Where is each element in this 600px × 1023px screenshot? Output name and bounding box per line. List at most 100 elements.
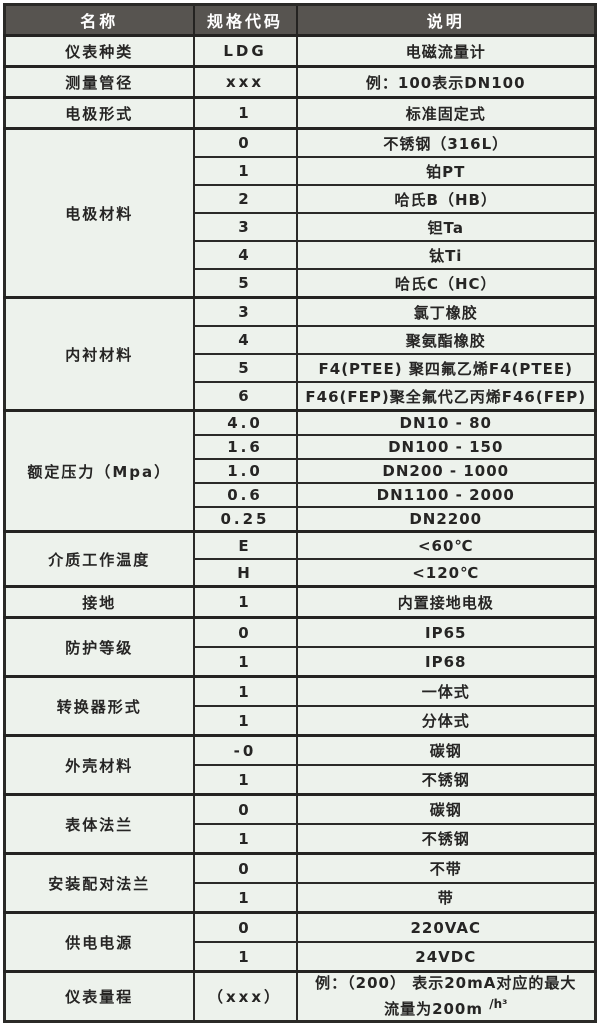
desc-cell: F46(FEP)聚全氟代乙丙烯F46(FEP) (295, 381, 597, 412)
desc-cell: F4(PTEE) 聚四氟乙烯F4(PTEE) (295, 353, 597, 383)
table-row: H <120℃ (5, 558, 597, 588)
table-row: 防护等级 0 IP65 (3, 616, 597, 678)
desc-cell: 一体式 (295, 675, 597, 707)
desc-cell: 不锈钢（316L） (295, 127, 597, 158)
desc-line2-main: 流量为200m (384, 1000, 484, 1018)
desc-cell: 不锈钢 (295, 764, 597, 796)
table-row: 0.6 DN1100 - 2000 (5, 482, 597, 508)
name-cell: 额定压力（Mpa） (3, 409, 195, 533)
code-cell: 3 (192, 296, 298, 327)
desc-cell: DN2200 (295, 506, 597, 533)
code-cell: -0 (192, 734, 298, 766)
table-row: 转换器形式 1 一体式 (3, 675, 597, 737)
code-cell: 0.6 (192, 482, 298, 508)
desc-cell: 例：100表示DN100 (295, 65, 597, 99)
code-cell: 6 (192, 381, 298, 412)
code-cell: 5 (192, 268, 298, 299)
desc-cell: 24VDC (295, 941, 597, 973)
code-cell: 1 (192, 156, 298, 186)
desc-cell: 碳钢 (295, 734, 597, 766)
code-cell: 1 (192, 96, 298, 130)
desc-cell: DN10 - 80 (295, 409, 597, 436)
name-cell: 仪表量程 (3, 970, 195, 1023)
desc-cell: 例：（200） 表示20mA对应的最大 流量为200m /h³ (295, 970, 597, 1023)
col-header-code: 规格代码 (192, 3, 298, 37)
col-header-name: 名称 (3, 3, 195, 37)
code-cell: 4.0 (192, 409, 298, 436)
name-cell: 外壳材料 (3, 734, 195, 796)
code-cell: xxx (192, 65, 298, 99)
table-row: 电极形式 1 标准固定式 (3, 96, 597, 130)
code-cell: 1 (192, 764, 298, 796)
table-row: 1.6 DN100 - 150 (5, 434, 597, 460)
code-cell: 1 (192, 823, 298, 855)
desc-cell: 标准固定式 (295, 96, 597, 130)
table-row: 3 钽Ta (5, 212, 597, 242)
desc-cell: <60℃ (295, 530, 597, 560)
table-row: 1.0 DN200 - 1000 (5, 458, 597, 484)
code-cell: LDG (192, 34, 298, 68)
desc-cell: IP65 (295, 616, 597, 648)
code-cell: 1 (192, 585, 298, 619)
table-row: 1 铂PT (5, 156, 597, 186)
name-cell: 仪表种类 (3, 34, 195, 68)
code-cell: H (192, 558, 298, 588)
name-cell: 电极材料 (3, 127, 195, 299)
code-cell: 4 (192, 325, 298, 355)
code-cell: 0 (192, 852, 298, 884)
desc-cell: 哈氏B（HB） (295, 184, 597, 214)
spec-table-page: 名称 规格代码 说明 仪表种类 LDG 电磁流量计 测量管径 xxx 例：100表示DN1… (3, 3, 597, 1023)
desc-line1: 例：（200） 表示20mA对应的最大 (315, 974, 577, 993)
code-cell: 1 (192, 941, 298, 973)
desc-cell: 内置接地电极 (295, 585, 597, 619)
table-row: 4 聚氨酯橡胶 (5, 325, 597, 355)
table-row: 1 不锈钢 (5, 823, 597, 855)
desc-cell: 不锈钢 (295, 823, 597, 855)
desc-cell: DN200 - 1000 (295, 458, 597, 484)
code-cell: 3 (192, 212, 298, 242)
name-cell: 表体法兰 (3, 793, 195, 855)
name-cell: 内衬材料 (3, 296, 195, 412)
table-row: 0.25 DN2200 (5, 506, 597, 533)
code-cell: 1 (192, 705, 298, 737)
table-row: 1 不锈钢 (5, 764, 597, 796)
header-row: 名称 规格代码 说明 (3, 3, 597, 37)
table-row: 6 F46(FEP)聚全氟代乙丙烯F46(FEP) (5, 381, 597, 412)
name-cell: 接地 (3, 585, 195, 619)
code-cell: 5 (192, 353, 298, 383)
desc-cell: 聚氨酯橡胶 (295, 325, 597, 355)
desc-cell: 钽Ta (295, 212, 597, 242)
table-row: 额定压力（Mpa） 4.0 DN10 - 80 (3, 409, 597, 533)
table-row: 安装配对法兰 0 不带 (3, 852, 597, 914)
table-row: 5 F4(PTEE) 聚四氟乙烯F4(PTEE) (5, 353, 597, 383)
code-cell: 2 (192, 184, 298, 214)
table-row: 仪表量程 （xxx） 例：（200） 表示20mA对应的最大 流量为200m /h³ (3, 970, 597, 1023)
name-cell: 电极形式 (3, 96, 195, 130)
name-cell: 安装配对法兰 (3, 852, 195, 914)
code-cell: 1 (192, 646, 298, 678)
col-header-desc: 说明 (295, 3, 597, 37)
code-cell: 0 (192, 127, 298, 158)
table-row: 接地 1 内置接地电极 (3, 585, 597, 619)
flowmeter-spec-table: 名称 规格代码 说明 仪表种类 LDG 电磁流量计 测量管径 xxx 例：100表示DN1… (3, 3, 597, 1023)
desc-cell: 分体式 (295, 705, 597, 737)
desc-cell: DN100 - 150 (295, 434, 597, 460)
name-cell: 供电电源 (3, 911, 195, 973)
code-cell: 1 (192, 882, 298, 914)
desc-cell: 氯丁橡胶 (295, 296, 597, 327)
name-cell: 转换器形式 (3, 675, 195, 737)
desc-cell: 电磁流量计 (295, 34, 597, 68)
table-row: 2 哈氏B（HB） (5, 184, 597, 214)
code-cell: 0.25 (192, 506, 298, 533)
table-row: 测量管径 xxx 例：100表示DN100 (3, 65, 597, 99)
table-row: 表体法兰 0 碳钢 (3, 793, 597, 855)
name-cell: 介质工作温度 (3, 530, 195, 588)
desc-cell: 钛Ti (295, 240, 597, 270)
code-cell: 4 (192, 240, 298, 270)
name-cell: 防护等级 (3, 616, 195, 678)
table-row: 外壳材料 -0 碳钢 (3, 734, 597, 796)
desc-line2: 流量为200m /h³ (300, 994, 593, 1020)
table-row: 电极材料 0 不锈钢（316L） (3, 127, 597, 299)
desc-cell: 哈氏C（HC） (295, 268, 597, 299)
